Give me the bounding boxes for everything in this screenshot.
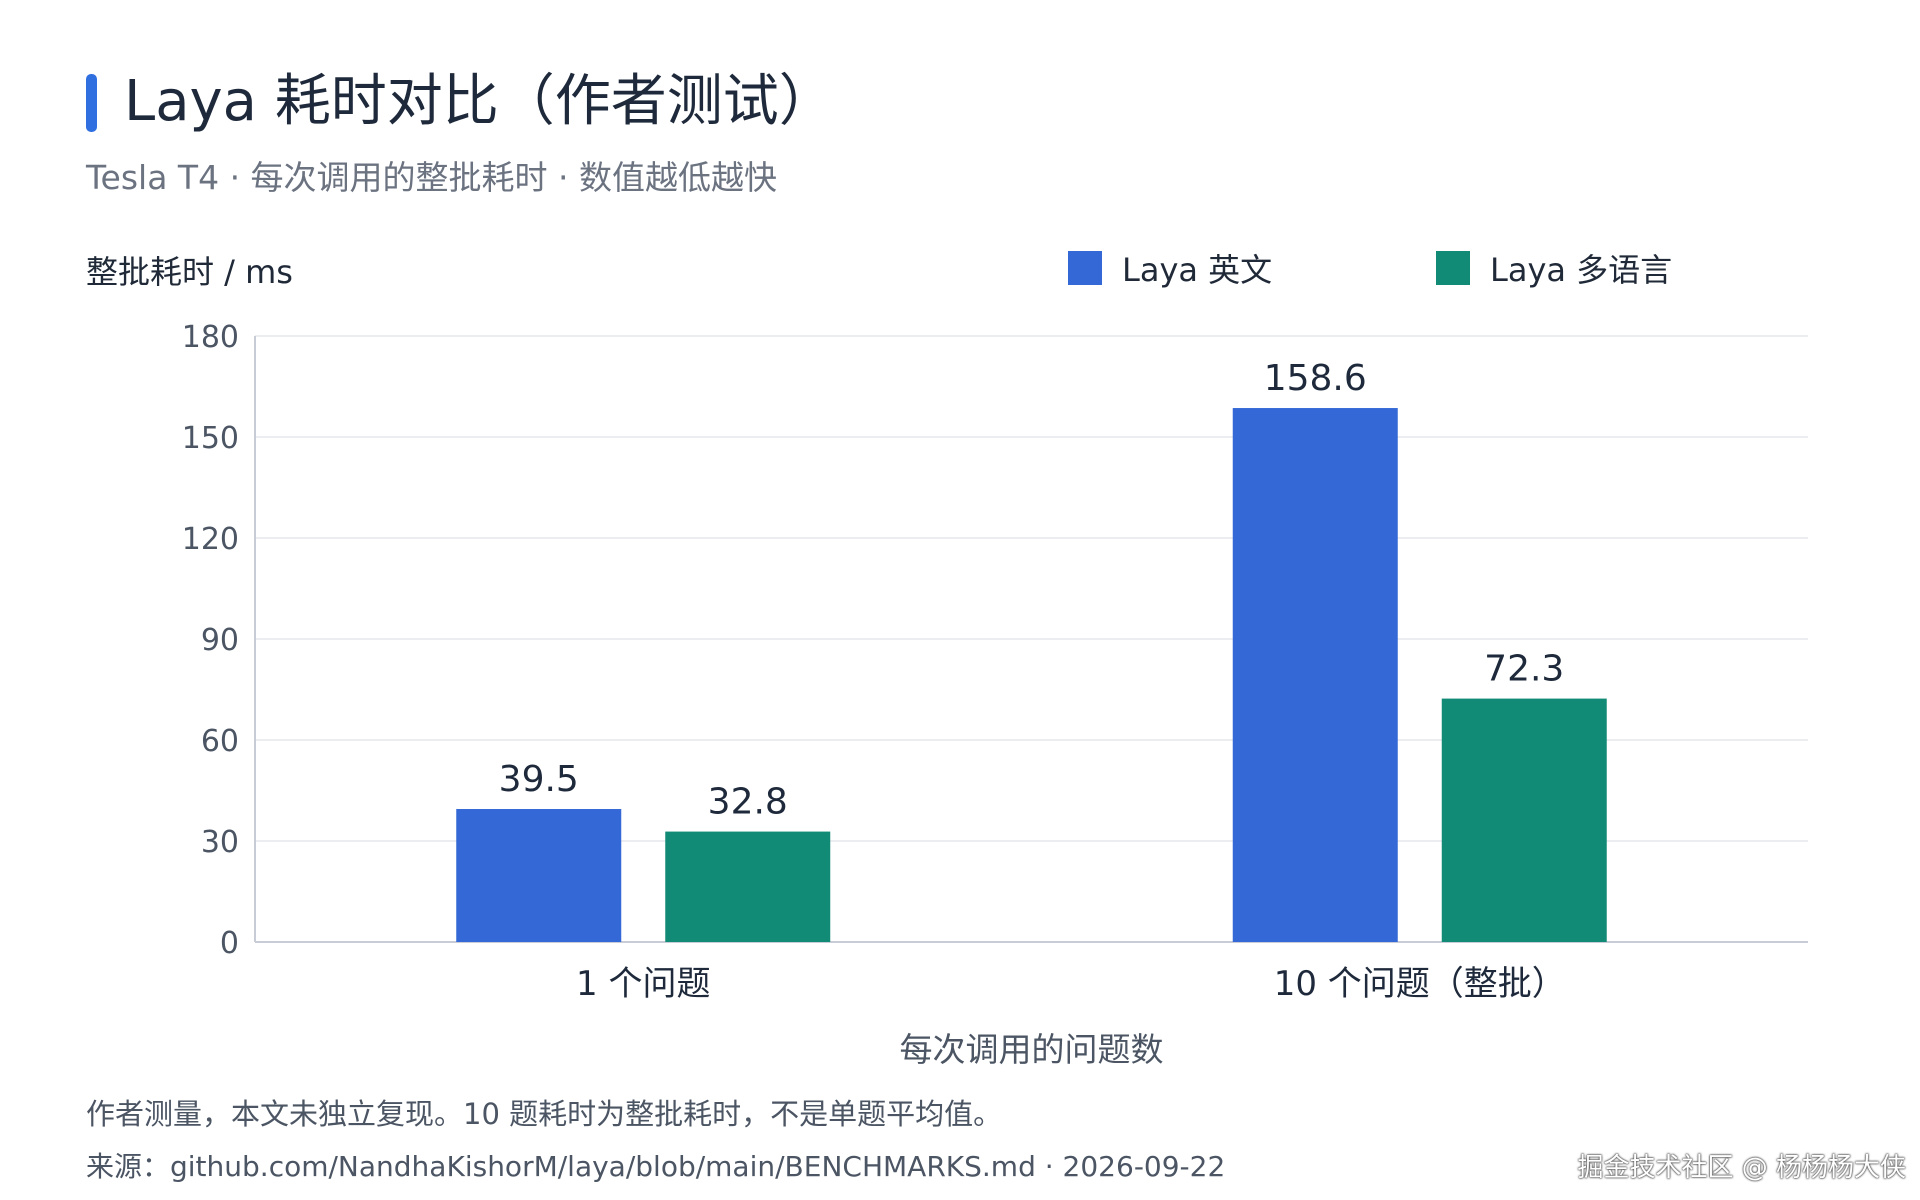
bar bbox=[665, 831, 831, 942]
legend-swatch-english bbox=[1068, 251, 1102, 285]
x-tick-label: 10 个问题（整批） bbox=[1274, 964, 1566, 1004]
x-axis-label: 每次调用的问题数 bbox=[899, 1030, 1164, 1069]
source-line: 来源：github.com/NandhaKishorM/laya/blob/ma… bbox=[86, 1150, 1226, 1183]
legend-item-english: Laya 英文 bbox=[1068, 246, 1272, 290]
y-tick-label: 180 bbox=[182, 320, 239, 355]
legend-item-multilingual: Laya 多语言 bbox=[1436, 246, 1672, 290]
bar bbox=[1441, 698, 1607, 942]
bar-value-label: 39.5 bbox=[499, 759, 579, 800]
title-accent-bar bbox=[86, 74, 97, 132]
watermark: 掘金技术社区 @ 杨杨杨大侠 bbox=[1577, 1153, 1906, 1183]
bar-value-label: 158.6 bbox=[1264, 358, 1367, 399]
bar bbox=[1232, 408, 1398, 943]
legend-label-english: Laya 英文 bbox=[1122, 251, 1273, 289]
bar bbox=[456, 809, 622, 942]
legend-label-multilingual: Laya 多语言 bbox=[1490, 251, 1673, 289]
y-tick-label: 30 bbox=[201, 825, 239, 860]
y-tick-label: 0 bbox=[220, 926, 239, 961]
chart-subtitle: Tesla T4 · 每次调用的整批耗时 · 数值越低越快 bbox=[86, 158, 778, 197]
y-tick-label: 150 bbox=[182, 421, 239, 456]
legend-swatch-multilingual bbox=[1436, 251, 1470, 285]
y-tick-label: 120 bbox=[182, 522, 239, 557]
bar-value-label: 32.8 bbox=[708, 782, 788, 823]
footnote: 作者测量，本文未独立复现。10 题耗时为整批耗时，不是单题平均值。 bbox=[86, 1097, 1003, 1131]
chart-title: Laya 耗时对比（作者测试） bbox=[124, 69, 835, 134]
y-tick-label: 60 bbox=[201, 724, 239, 759]
bar-value-label: 72.3 bbox=[1484, 649, 1564, 690]
x-tick-label: 1 个问题 bbox=[576, 964, 710, 1004]
y-tick-label: 90 bbox=[201, 623, 239, 658]
y-axis-label: 整批耗时 / ms bbox=[86, 253, 293, 291]
